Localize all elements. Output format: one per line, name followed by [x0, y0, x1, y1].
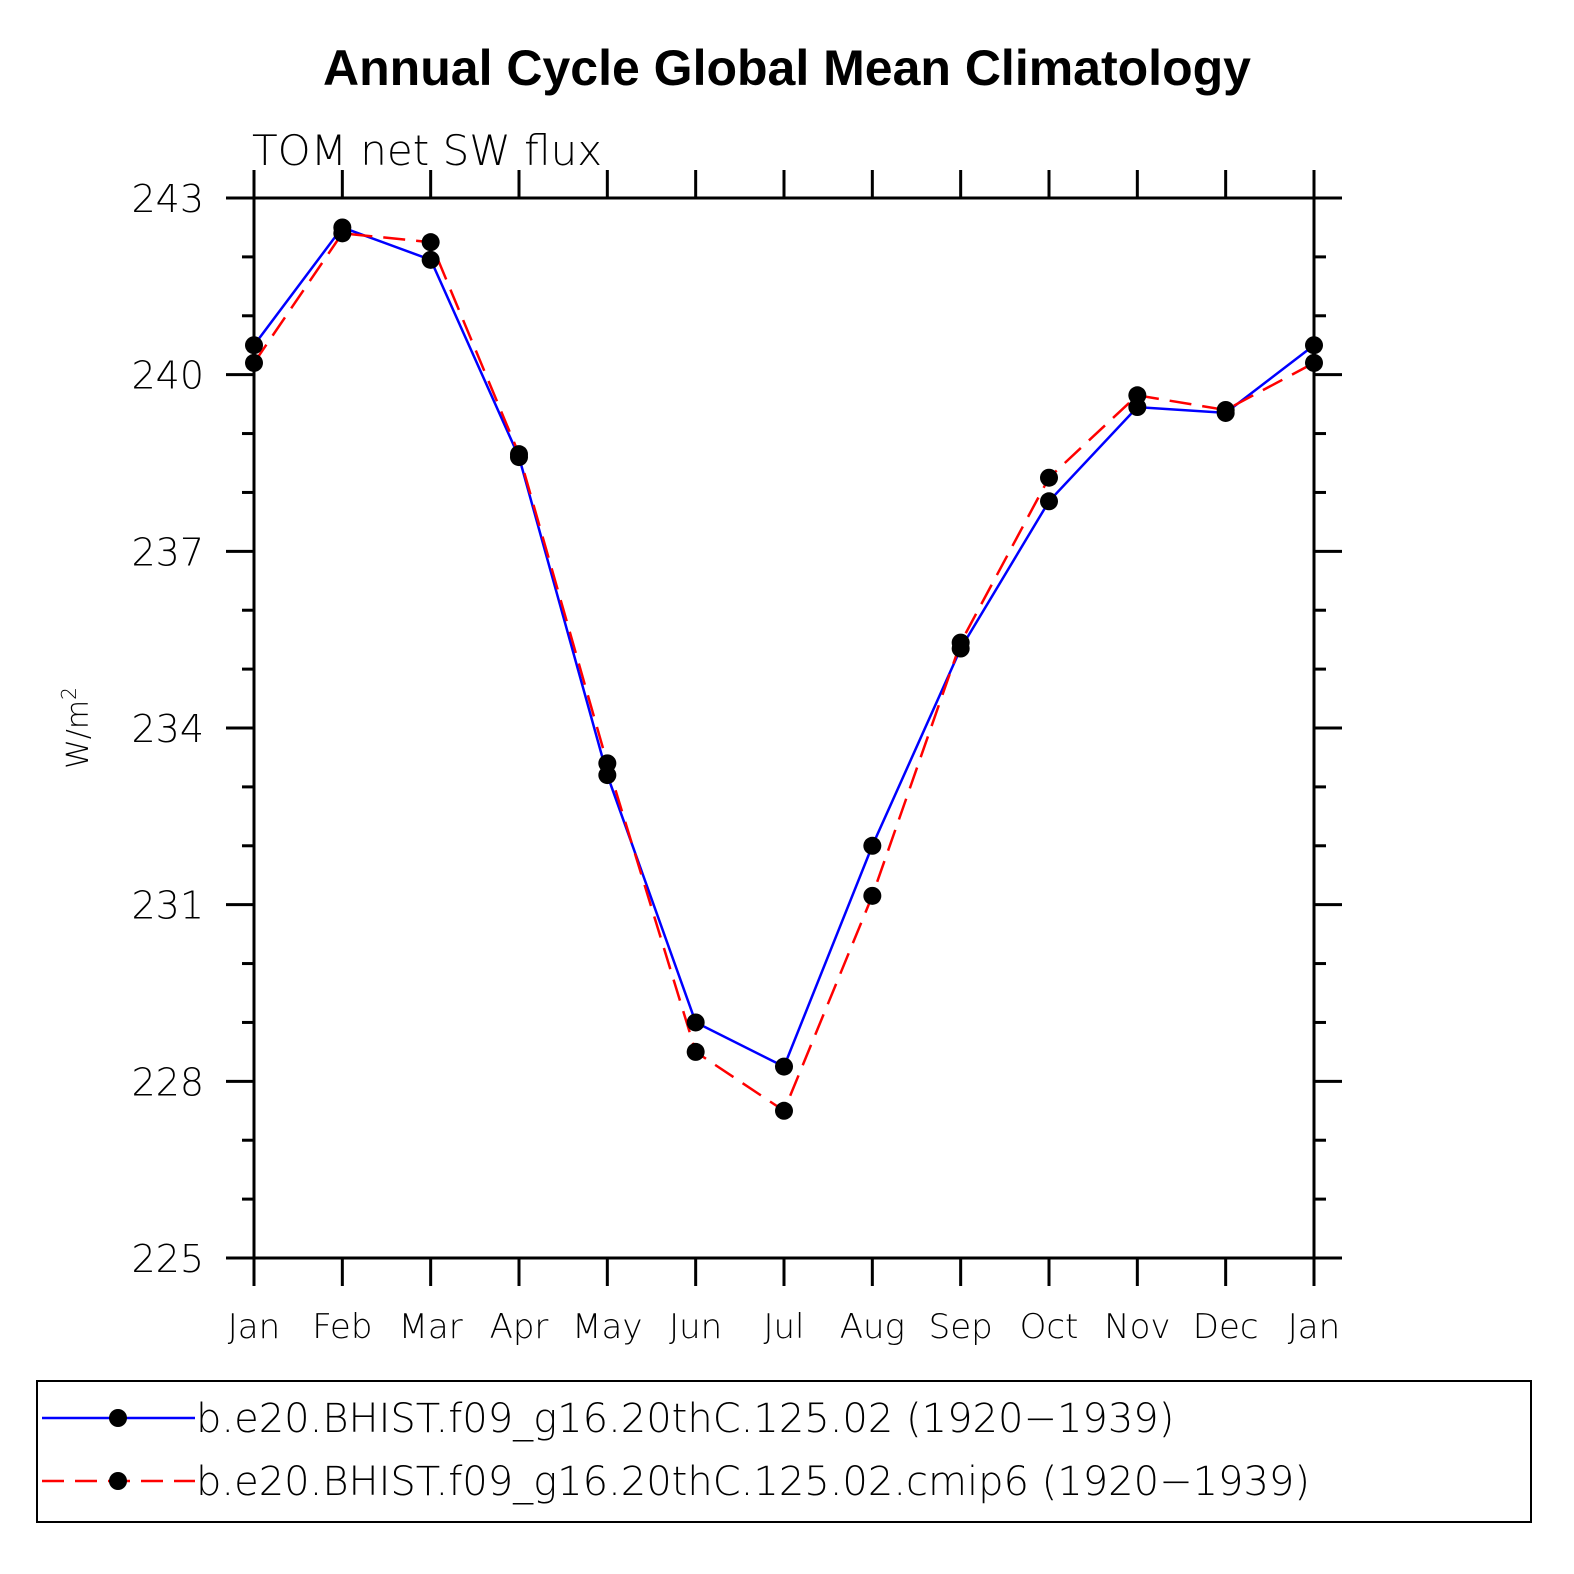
y-tick-label: 234 [131, 707, 204, 751]
x-tick-label: Apr [490, 1307, 549, 1347]
legend-label-1: b.e20.BHIST.f09_g16.20thC.125.02 (1920−1… [196, 1396, 1174, 1442]
y-tick-label: 240 [131, 354, 204, 398]
x-tick-label: Jan [228, 1307, 280, 1347]
x-tick-label: Oct [1020, 1307, 1079, 1347]
series-2-point [1216, 401, 1235, 419]
series-2-point [1305, 353, 1323, 372]
chart-subtitle: TOM net SW flux [252, 126, 602, 175]
series-2-point [1128, 386, 1147, 405]
x-tick-label: Nov [1104, 1307, 1170, 1347]
legend-marker-1 [109, 1409, 127, 1427]
y-axis-label-text: W/m [61, 700, 96, 769]
x-tick-label: Aug [840, 1307, 905, 1347]
series-1-point [863, 836, 882, 855]
y-axis-label-superscript: 2 [57, 687, 81, 700]
x-tick-label: Jun [669, 1307, 722, 1347]
series-2-point [598, 754, 617, 773]
legend-box [36, 1380, 1532, 1523]
series-layer [245, 218, 1323, 1120]
y-axis-label: W/m2 [57, 687, 96, 769]
y-tick-label: 225 [131, 1237, 204, 1281]
legend-label-2: b.e20.BHIST.f09_g16.20thC.125.02.cmip6 (… [196, 1459, 1310, 1505]
legend: b.e20.BHIST.f09_g16.20thC.125.02 (1920−1… [42, 1396, 1310, 1505]
x-tick-label: Mar [399, 1307, 463, 1347]
legend-marker-2 [109, 1472, 127, 1490]
y-tick-label: 231 [131, 884, 204, 928]
series-line-1 [252, 225, 1315, 1069]
series-2-point [421, 233, 440, 252]
series-2-point [1040, 468, 1058, 487]
series-2-point [245, 353, 263, 372]
y-tick-label: 228 [131, 1060, 204, 1104]
series-1-point [421, 250, 440, 269]
series-2-point [863, 886, 882, 905]
plot-frame [252, 196, 1316, 1260]
x-tick-label: May [572, 1307, 642, 1347]
series-2-point [951, 633, 970, 652]
series-2-point [686, 1042, 705, 1061]
series-1-point [1305, 336, 1323, 355]
y-tick-label: 243 [131, 177, 204, 221]
series-1-point [245, 336, 263, 355]
x-tick-label: Jan [1288, 1307, 1340, 1347]
y-tick-label: 237 [131, 530, 204, 574]
chart-title: Annual Cycle Global Mean Climatology [323, 40, 1251, 96]
series-1-point [686, 1013, 705, 1032]
axes: 225 228 231 234 237 240 243 Jan Feb Mar Apr May Jun J… [131, 170, 1342, 1347]
x-tick-label: Jul [763, 1307, 804, 1347]
series-1-point [775, 1057, 793, 1076]
series-1-point [1040, 492, 1058, 511]
series-2-point [775, 1101, 793, 1120]
series-2-point [510, 445, 528, 464]
series-2-point [333, 224, 352, 243]
series-line-2 [252, 231, 1315, 1113]
x-tick-label: Dec [1193, 1307, 1259, 1347]
x-tick-label: Feb [312, 1307, 372, 1347]
x-tick-label: Sep [929, 1307, 993, 1347]
